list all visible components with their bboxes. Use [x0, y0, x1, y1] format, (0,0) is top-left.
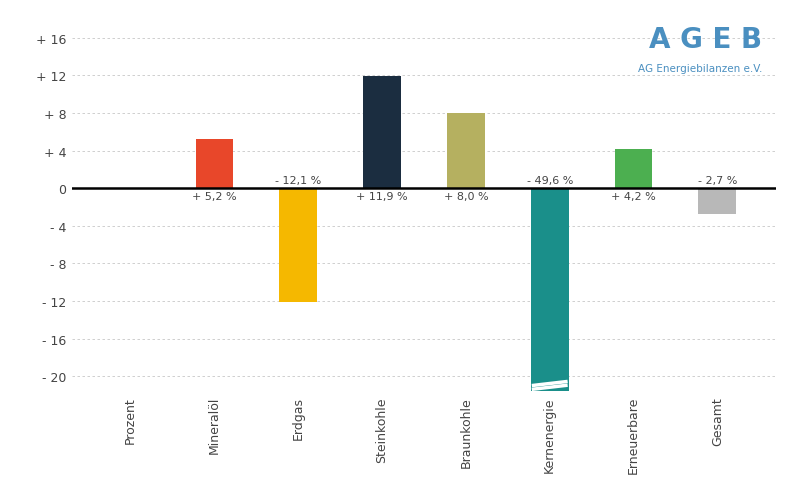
- Bar: [279, 189, 317, 303]
- Bar: [363, 77, 401, 189]
- Text: + 4,2 %: + 4,2 %: [611, 192, 656, 202]
- Text: + 11,9 %: + 11,9 %: [356, 192, 408, 202]
- Bar: [447, 114, 485, 189]
- Text: A G E B: A G E B: [649, 26, 762, 54]
- Text: - 2,7 %: - 2,7 %: [698, 175, 737, 185]
- Bar: [531, 189, 569, 391]
- Text: AG Energiebilanzen e.V.: AG Energiebilanzen e.V.: [638, 64, 762, 74]
- Text: - 49,6 %: - 49,6 %: [526, 175, 573, 185]
- Text: + 5,2 %: + 5,2 %: [192, 192, 237, 202]
- Bar: [196, 140, 234, 189]
- Bar: [698, 189, 736, 214]
- Text: - 12,1 %: - 12,1 %: [275, 175, 322, 185]
- Bar: [614, 149, 652, 189]
- Text: + 8,0 %: + 8,0 %: [443, 192, 488, 202]
